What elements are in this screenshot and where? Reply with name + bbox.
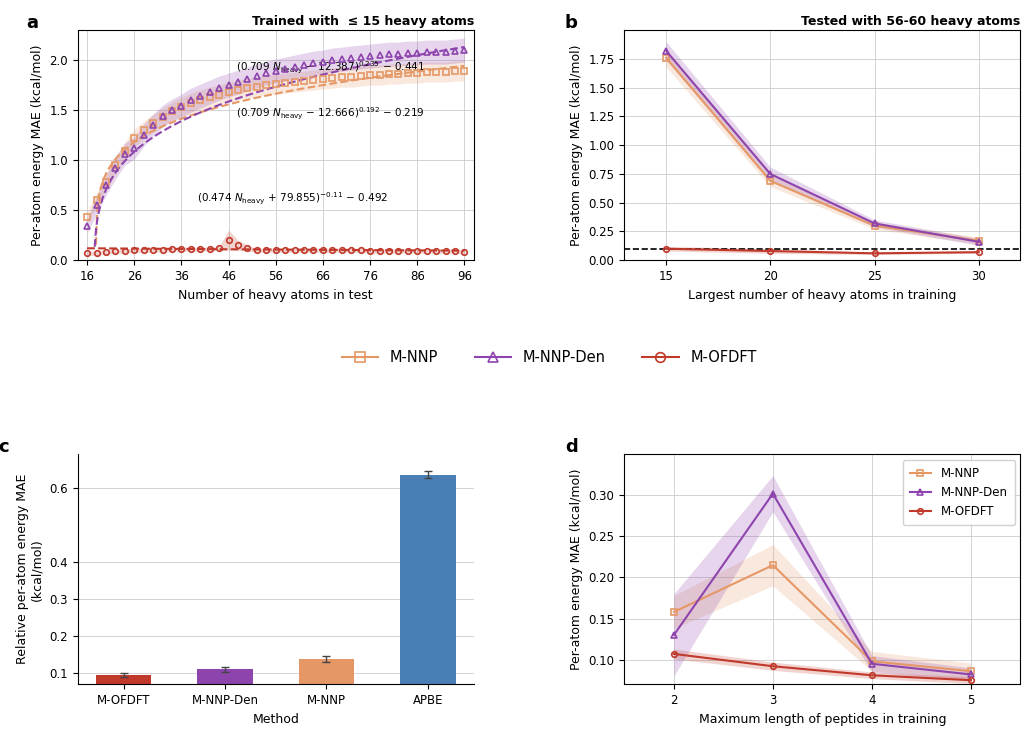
X-axis label: Number of heavy atoms in test: Number of heavy atoms in test [178,289,373,302]
Line: M-NNP-Den: M-NNP-Den [670,490,974,678]
M-NNP-Den [767,489,779,498]
M-NNP-Den [866,660,879,669]
M-NNP [667,608,680,617]
X-axis label: Method: Method [253,713,299,726]
Text: b: b [565,14,578,32]
X-axis label: Maximum length of peptides in training: Maximum length of peptides in training [698,713,946,726]
Bar [298,659,354,711]
Y-axis label: Per-atom energy MAE (kcal/mol): Per-atom energy MAE (kcal/mol) [570,44,583,246]
Bar [400,475,456,711]
Text: d: d [565,438,578,456]
Y-axis label: Per-atom energy MAE (kcal/mol): Per-atom energy MAE (kcal/mol) [570,468,583,670]
M-NNP [866,656,879,666]
X-axis label: Largest number of heavy atoms in training: Largest number of heavy atoms in trainin… [688,289,956,302]
M-OFDFT [965,676,977,685]
M-NNP [965,667,977,676]
M-NNP [767,561,779,570]
Line: M-NNP: M-NNP [670,562,974,675]
Text: (0.709 $N_{\mathrm{heavy}}$ − 12.666)$^{0.192}$ − 0.219: (0.709 $N_{\mathrm{heavy}}$ − 12.666)$^{… [236,106,425,123]
Bar [95,675,151,711]
M-OFDFT [866,671,879,680]
Text: c: c [0,438,9,456]
M-NNP-Den [667,630,680,639]
Text: a: a [26,14,38,32]
Text: Tested with 56-60 heavy atoms: Tested with 56-60 heavy atoms [801,14,1020,28]
Line: M-OFDFT: M-OFDFT [671,651,974,683]
M-NNP-Den [965,670,977,679]
Bar [197,669,253,711]
M-OFDFT [667,650,680,659]
Text: (0.474 $N_{\mathrm{heavy}}$ + 79.855)$^{-0.11}$ − 0.492: (0.474 $N_{\mathrm{heavy}}$ + 79.855)$^{… [197,191,387,208]
Y-axis label: Relative per-atom energy MAE
(kcal/mol): Relative per-atom energy MAE (kcal/mol) [16,474,44,665]
Text: Trained with  ≤ 15 heavy atoms: Trained with ≤ 15 heavy atoms [252,14,473,28]
Legend: M-NNP, M-NNP-Den, M-OFDFT: M-NNP, M-NNP-Den, M-OFDFT [902,460,1014,525]
Text: (0.709 $N_{\mathrm{heavy}}$ − 12.387)$^{0.235}$ − 0.441: (0.709 $N_{\mathrm{heavy}}$ − 12.387)$^{… [236,60,425,76]
Legend: M-NNP, M-NNP-Den, M-OFDFT: M-NNP, M-NNP-Den, M-OFDFT [336,344,762,371]
M-OFDFT [767,662,779,671]
Y-axis label: Per-atom energy MAE (kcal/mol): Per-atom energy MAE (kcal/mol) [31,44,44,246]
